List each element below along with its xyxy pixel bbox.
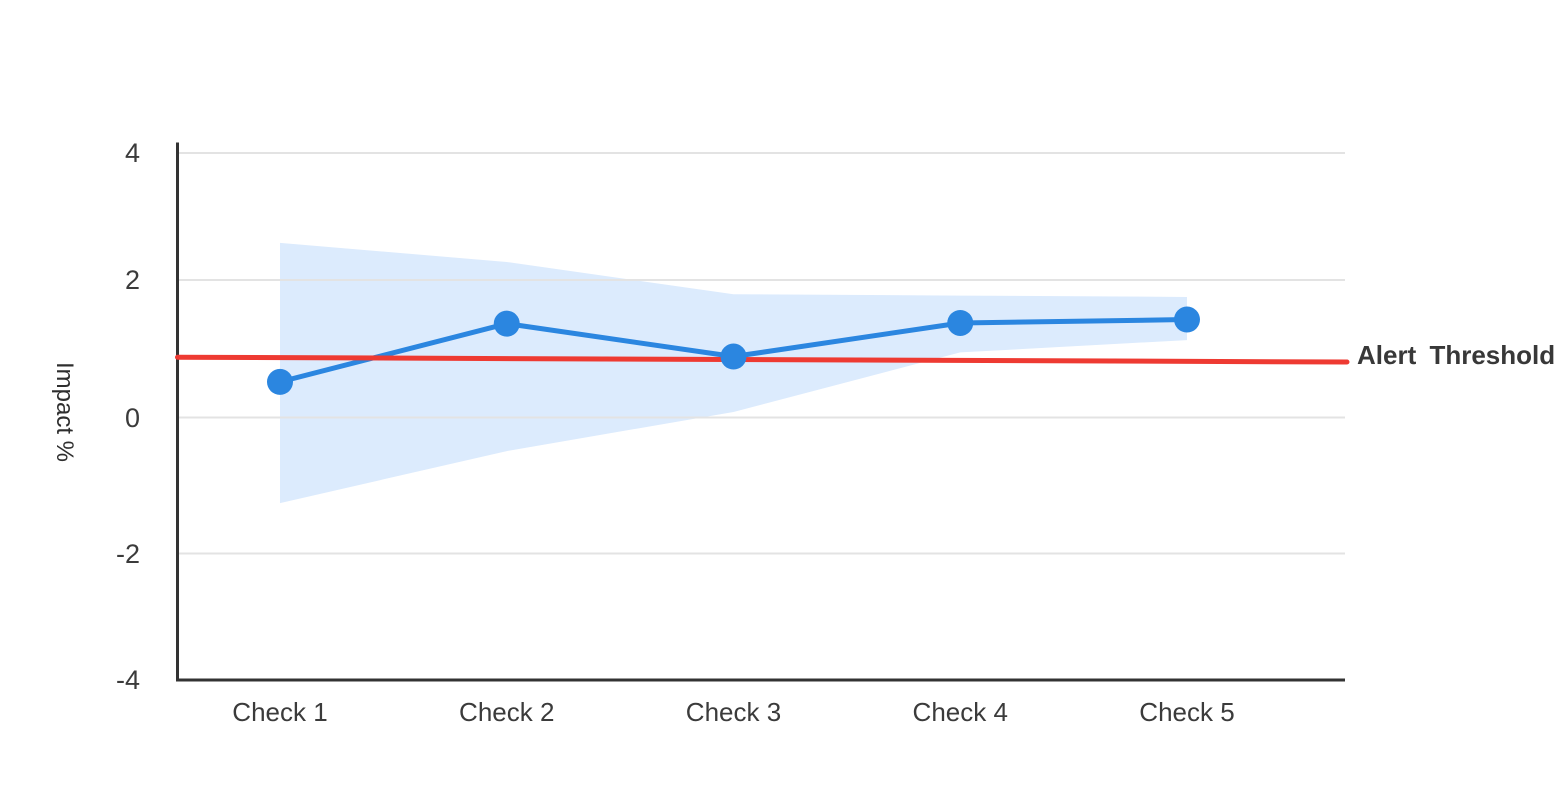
- y-tick-label: 0: [124, 402, 140, 433]
- confidence-band-area: [280, 242, 1187, 504]
- y-tick-label: -4: [115, 665, 140, 695]
- data-point: [947, 309, 974, 336]
- data-point: [493, 310, 520, 337]
- data-point: [1174, 306, 1200, 333]
- threshold-line: [175, 354, 1350, 365]
- y-tick-label: 2: [124, 265, 140, 295]
- data-point: [720, 343, 747, 370]
- x-category-label: Check 4: [912, 697, 1008, 727]
- y-tick-label: -2: [115, 538, 140, 569]
- threshold-line-label: Alert Threshold: [1357, 340, 1556, 370]
- x-category-label: Check 3: [685, 697, 782, 727]
- x-category-label: Check 2: [459, 697, 555, 727]
- y-tick-label: 4: [124, 138, 140, 168]
- data-point: [267, 368, 293, 395]
- x-category-label: Check 1: [232, 697, 328, 727]
- x-category-label: Check 5: [1139, 697, 1235, 727]
